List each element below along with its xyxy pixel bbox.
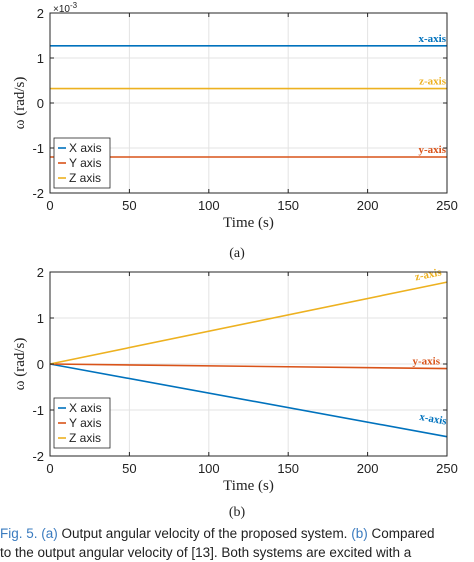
y-tick-label: 1 xyxy=(37,51,44,66)
x-tick-label: 250 xyxy=(436,198,458,213)
caption-line-1: Fig. 5. (a) Output angular velocity of t… xyxy=(0,524,474,543)
legend-entry: Y axis xyxy=(69,156,101,170)
series-annotation-z-axis: z-axis xyxy=(414,266,443,283)
series-line-x-axis xyxy=(49,363,448,438)
x-tick-label: 200 xyxy=(357,461,379,476)
y-tick-label: 1 xyxy=(37,311,44,326)
caption-ref-a: (a) xyxy=(41,526,58,541)
caption-ref-b: (b) xyxy=(351,526,368,541)
series-annotation-z-axis: z-axis xyxy=(419,76,447,88)
legend-entry: Z axis xyxy=(69,431,101,445)
series-annotation-y-axis: y-axis xyxy=(413,356,441,368)
legend-entry: X axis xyxy=(69,141,102,155)
series-line-y-axis xyxy=(49,363,448,370)
x-tick-label: 0 xyxy=(46,198,53,213)
figure-caption: Fig. 5. (a) Output angular velocity of t… xyxy=(0,524,474,562)
series-annotation-x-axis: x-axis xyxy=(419,33,447,45)
caption-fig-label: Fig. 5. xyxy=(0,526,38,541)
x-axis-label: Time (s) xyxy=(223,478,274,494)
x-tick-label: 250 xyxy=(436,461,458,476)
chart-panel-b: x-axis y-axis z-axis 0 50 100 150 200 250 -2 -1 0 1 2… xyxy=(12,265,458,520)
y-axis-label: ω (rad/s) xyxy=(12,338,28,391)
y-tick-label: 0 xyxy=(37,357,44,372)
y-tick-label: 2 xyxy=(37,6,44,21)
y-tick-label: -1 xyxy=(32,141,44,156)
series-annotation-y-axis: y-axis xyxy=(419,144,447,156)
x-tick-label: 150 xyxy=(277,461,299,476)
y-tick-label: -2 xyxy=(32,186,44,201)
x-tick-label: 200 xyxy=(357,198,379,213)
legend-entry: Y axis xyxy=(69,416,101,430)
legend-box xyxy=(53,397,111,449)
x-tick-label: 100 xyxy=(198,461,220,476)
x-tick-label: 100 xyxy=(198,198,220,213)
y-exponent-label: ×10-3 xyxy=(53,1,78,15)
y-tick-label: -1 xyxy=(32,403,44,418)
series-line-z-axis xyxy=(49,281,448,365)
x-tick-label: 0 xyxy=(46,461,53,476)
y-axis-label: ω (rad/s) xyxy=(12,77,28,130)
caption-text-a: Output angular velocity of the proposed … xyxy=(57,526,352,541)
caption-text-b: Compared xyxy=(367,526,435,541)
chart-panel-a: x-axis y-axis z-axis 0 50 100 150 200 250 -2 -1 0 1 2… xyxy=(12,1,458,261)
x-tick-label: 50 xyxy=(122,461,136,476)
y-tick-label: -2 xyxy=(32,449,44,464)
y-tick-label: 0 xyxy=(37,96,44,111)
subfigure-label: (b) xyxy=(229,505,246,520)
caption-line-2: to the output angular velocity of [13]. … xyxy=(0,545,412,560)
legend-entry: X axis xyxy=(69,401,102,415)
x-tick-label: 50 xyxy=(122,198,136,213)
x-axis-label: Time (s) xyxy=(223,215,274,231)
y-tick-label: 2 xyxy=(37,265,44,280)
legend-box xyxy=(53,137,111,189)
x-tick-label: 150 xyxy=(277,198,299,213)
legend-entry: Z axis xyxy=(69,171,101,185)
subfigure-label: (a) xyxy=(229,246,245,261)
series-annotation-x-axis: x-axis xyxy=(418,411,448,428)
